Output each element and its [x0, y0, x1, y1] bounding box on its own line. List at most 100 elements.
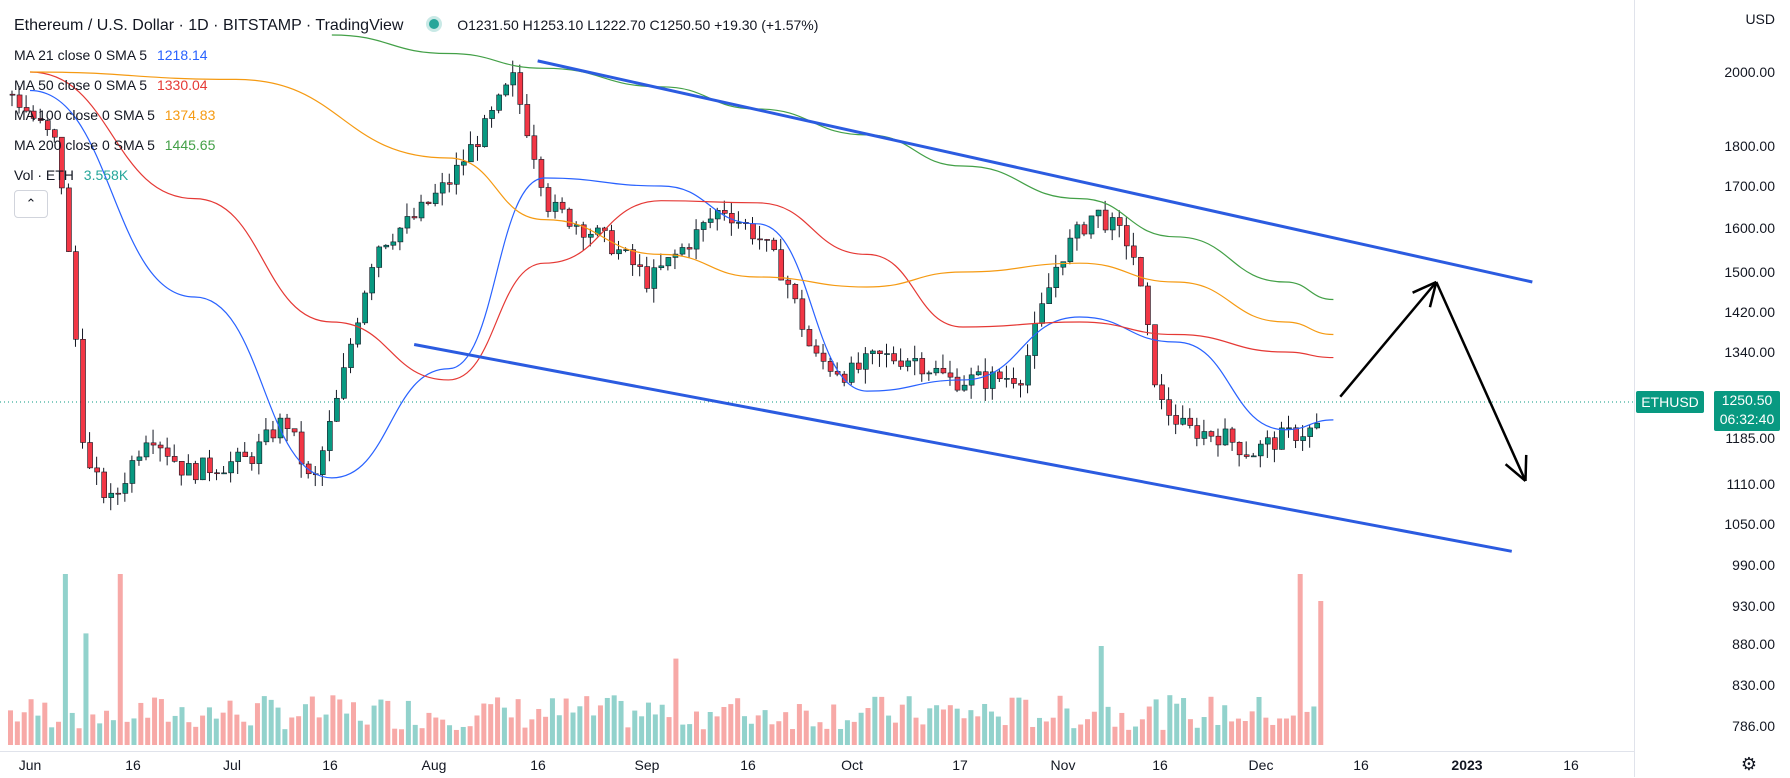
volume-bar [433, 717, 439, 745]
volume-bar [495, 697, 501, 745]
candle-body [482, 118, 488, 148]
candle-body [1236, 441, 1243, 456]
volume-bar [1242, 721, 1248, 745]
volume-bar [1030, 726, 1036, 745]
volume-bar [165, 721, 171, 745]
candle-body [891, 353, 897, 362]
candle-body [178, 461, 185, 476]
candle-body [510, 72, 517, 86]
volume-bar [1194, 727, 1200, 745]
candle-body [1208, 431, 1215, 437]
volume-bar [652, 714, 658, 745]
volume-bar [508, 717, 514, 745]
indicator-row-ma21[interactable]: MA 21 close 0 SMA 5 1218.14 [14, 40, 818, 70]
volume-bar [1043, 721, 1049, 745]
symbol-title[interactable]: Ethereum / U.S. Dollar · 1D · BITSTAMP ·… [14, 17, 404, 34]
candle-body [1109, 217, 1116, 231]
candle-body [1159, 384, 1165, 400]
volume-bar [145, 717, 151, 745]
volume-bar [110, 720, 116, 745]
candle-body [700, 222, 707, 230]
time-tick-label: Aug [421, 757, 447, 773]
collapse-legend-button[interactable]: ⌃ [14, 190, 48, 218]
candle-body [1067, 237, 1074, 263]
candle-body [87, 442, 93, 469]
volume-bar [206, 707, 212, 745]
candle-body [912, 358, 919, 362]
volume-bar [543, 716, 549, 745]
volume-bar [1002, 725, 1008, 745]
candle-body [101, 471, 107, 498]
volume-bar [694, 711, 699, 745]
volume-bar [131, 718, 137, 745]
indicator-row-ma100[interactable]: MA 100 close 0 SMA 5 1374.83 [14, 100, 818, 130]
volume-bar [275, 707, 281, 745]
candle-body [841, 373, 848, 383]
market-status-dot [429, 19, 440, 29]
arrow-head [1524, 454, 1528, 481]
candle-body [418, 201, 425, 219]
candle-body [108, 492, 115, 498]
volume-bar [323, 714, 329, 745]
indicator-row-ma200[interactable]: MA 200 close 0 SMA 5 1445.65 [14, 130, 818, 160]
gear-icon[interactable]: ⚙ [1740, 754, 1758, 774]
volume-bar [1208, 696, 1214, 745]
candle-body [1300, 436, 1306, 441]
volume-bar [179, 707, 185, 745]
indicator-value: 3.558K [83, 167, 129, 183]
candle-body [637, 264, 643, 267]
price-chart[interactable] [0, 0, 1634, 751]
volume-bar [419, 728, 425, 745]
volume-bar [1064, 708, 1070, 745]
candle-body [193, 463, 199, 481]
arrow-head [1412, 280, 1437, 294]
volume-bar [289, 717, 295, 745]
candle-body [1131, 245, 1137, 258]
channel-upper-line [537, 59, 1533, 284]
candle-body [630, 249, 636, 266]
volume-bar [42, 702, 48, 745]
candle-body [545, 187, 552, 212]
candle-body [1095, 209, 1102, 217]
volume-bar [1057, 695, 1063, 745]
volume-bar [357, 720, 363, 745]
time-tick-label: Oct [841, 757, 863, 773]
candle-body [242, 451, 249, 458]
volume-bar [241, 721, 247, 745]
volume-bar [947, 705, 953, 745]
candle-body [559, 201, 566, 210]
volume-bar [28, 699, 34, 745]
candle-body [489, 110, 495, 119]
candle-body [848, 362, 855, 383]
candle-body [1180, 417, 1187, 425]
time-axis[interactable]: Jun 16 Jul 16 Aug 16 Sep 16 Oct 17 Nov 16 Dec 16 2023 1… [0, 751, 1634, 778]
volume-bar [49, 727, 55, 745]
volume-bar [124, 721, 130, 745]
candle-body [1307, 427, 1313, 437]
time-tick-label: Nov [1050, 757, 1076, 773]
candle-body [1173, 415, 1179, 425]
arrow-head [1428, 281, 1438, 308]
time-tick-label: 16 [1353, 757, 1369, 773]
volume-bar [90, 714, 96, 745]
price-axis[interactable]: USD 2000.00 1800.00 1700.00 1600.00 1500.00 1… [1634, 0, 1790, 777]
currency-selector[interactable]: USD [1745, 11, 1775, 27]
candle-body [926, 372, 933, 375]
volume-bar [1263, 717, 1269, 745]
volume-bar [83, 633, 89, 745]
candle-body [1060, 261, 1067, 268]
volume-bar [865, 708, 871, 745]
candle-body [73, 251, 79, 340]
candle-body [129, 460, 136, 484]
candle-body [1229, 428, 1236, 443]
price-tick-label: 1185.00 [1725, 430, 1775, 446]
indicator-row-volume[interactable]: Vol · ETH 3.558K [14, 160, 818, 190]
candle-body [1279, 427, 1285, 450]
arrow-head [1504, 463, 1527, 482]
volume-bar [549, 698, 555, 745]
volume-bar [460, 726, 466, 745]
candle-body [1265, 437, 1271, 445]
indicator-row-ma50[interactable]: MA 50 close 0 SMA 5 1330.04 [14, 70, 818, 100]
candle-body [341, 367, 347, 399]
